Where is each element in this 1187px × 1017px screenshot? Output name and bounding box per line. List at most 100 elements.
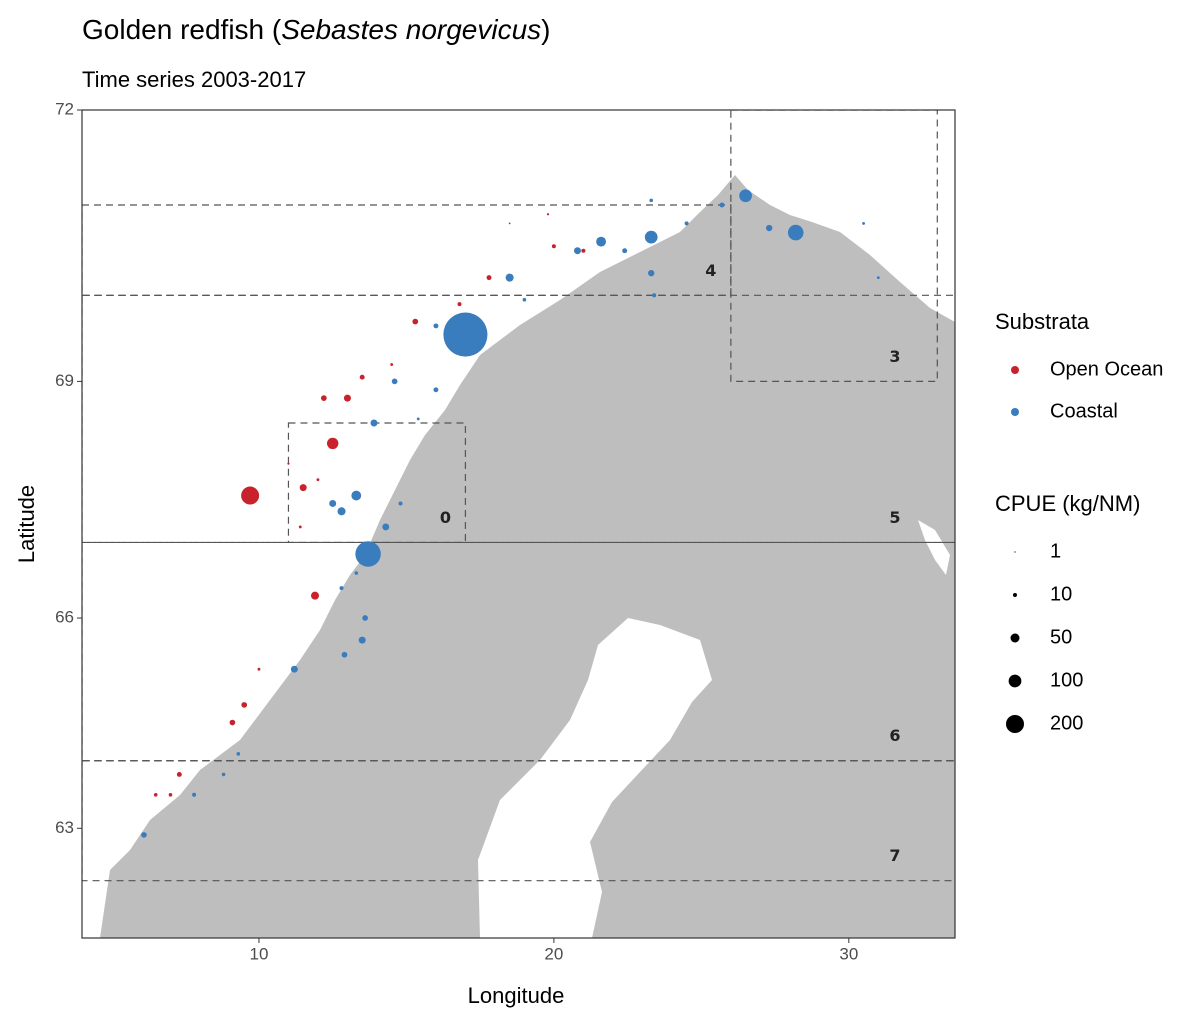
point: [358, 636, 366, 644]
point: [719, 202, 725, 208]
gulf: [478, 618, 712, 938]
point: [433, 387, 439, 393]
y-tick-label: 69: [55, 371, 74, 390]
point: [370, 419, 378, 427]
point: [343, 394, 351, 402]
size-legend-label: 200: [1050, 712, 1083, 734]
lake: [918, 520, 950, 575]
point: [787, 224, 804, 241]
point: [141, 832, 147, 838]
zone-label: 3: [889, 347, 900, 366]
point: [287, 462, 290, 465]
point: [337, 507, 346, 516]
point: [329, 499, 337, 507]
point: [153, 793, 158, 797]
chart-title: Golden redfish (Sebastes norgevicus): [82, 14, 550, 45]
point: [649, 198, 654, 203]
point: [416, 417, 420, 421]
point: [398, 501, 403, 506]
y-tick-label: 63: [55, 818, 74, 837]
point: [505, 273, 514, 282]
point: [457, 302, 462, 307]
point: [339, 586, 344, 591]
point: [596, 236, 607, 247]
point: [299, 484, 307, 492]
point: [176, 771, 182, 777]
legend-swatch: [1011, 366, 1019, 374]
point: [257, 667, 261, 671]
point: [327, 437, 339, 450]
zone-box: [82, 294, 955, 544]
point: [298, 525, 302, 529]
point: [355, 541, 381, 567]
point: [320, 395, 327, 401]
point: [551, 244, 556, 249]
zones: 0 3 4 5 6 7: [82, 110, 955, 882]
point: [359, 374, 365, 380]
point: [644, 230, 658, 244]
title-close: ): [541, 14, 550, 45]
point: [236, 752, 241, 756]
point: [739, 189, 752, 203]
size-legend-label: 50: [1050, 626, 1072, 648]
point: [508, 222, 511, 225]
point: [290, 665, 298, 673]
point: [766, 224, 773, 232]
legend-title: Substrata: [995, 309, 1090, 334]
point: [862, 222, 865, 225]
size-legend-title: CPUE (kg/NM): [995, 491, 1140, 516]
zone-label: 6: [889, 726, 900, 745]
point: [574, 247, 581, 255]
zone-label: 7: [889, 846, 900, 865]
x-tick-label: 30: [839, 944, 858, 963]
point: [390, 363, 394, 366]
point: [362, 615, 368, 621]
x-tick-label: 20: [544, 944, 563, 963]
point: [168, 793, 173, 797]
zone-box: [82, 204, 732, 296]
point: [581, 248, 586, 253]
point: [684, 221, 689, 226]
point: [443, 312, 488, 357]
size-legend-mark: [1008, 674, 1022, 688]
size-legend-mark: [1006, 715, 1024, 733]
land: [100, 175, 955, 938]
y-axis-title: Latitude: [14, 485, 39, 563]
legend-swatch: [1011, 408, 1019, 416]
legend-label: Open Ocean: [1050, 358, 1163, 380]
size-legend-label: 1: [1050, 540, 1061, 562]
point: [382, 523, 390, 531]
point: [486, 275, 492, 281]
point: [221, 772, 226, 777]
size-legend-mark: [1012, 592, 1018, 598]
legend-label: Coastal: [1050, 400, 1118, 422]
point: [192, 792, 197, 797]
point: [229, 719, 236, 726]
land-shape: [100, 175, 955, 938]
point: [546, 213, 550, 216]
size-legend-mark: [1014, 551, 1016, 553]
point: [310, 591, 320, 600]
point: [433, 323, 439, 329]
zone-label: 5: [889, 508, 900, 527]
y-tick-label: 72: [55, 99, 74, 118]
point: [391, 378, 398, 385]
point: [412, 318, 419, 325]
point: [241, 486, 260, 505]
point: [876, 276, 880, 280]
point: [354, 571, 359, 575]
point: [522, 297, 527, 302]
point: [622, 248, 628, 254]
size-legend-label: 10: [1050, 583, 1072, 605]
point: [351, 490, 362, 501]
subtitle: Time series 2003-2017: [82, 67, 306, 92]
point: [341, 651, 348, 658]
point: [241, 702, 248, 708]
point: [652, 293, 657, 298]
title-species: Sebastes norgevicus: [281, 14, 541, 45]
points: [141, 189, 880, 838]
size-legend-label: 100: [1050, 669, 1083, 691]
size-legend-mark: [1010, 633, 1020, 643]
zone-label: 0: [440, 508, 451, 527]
